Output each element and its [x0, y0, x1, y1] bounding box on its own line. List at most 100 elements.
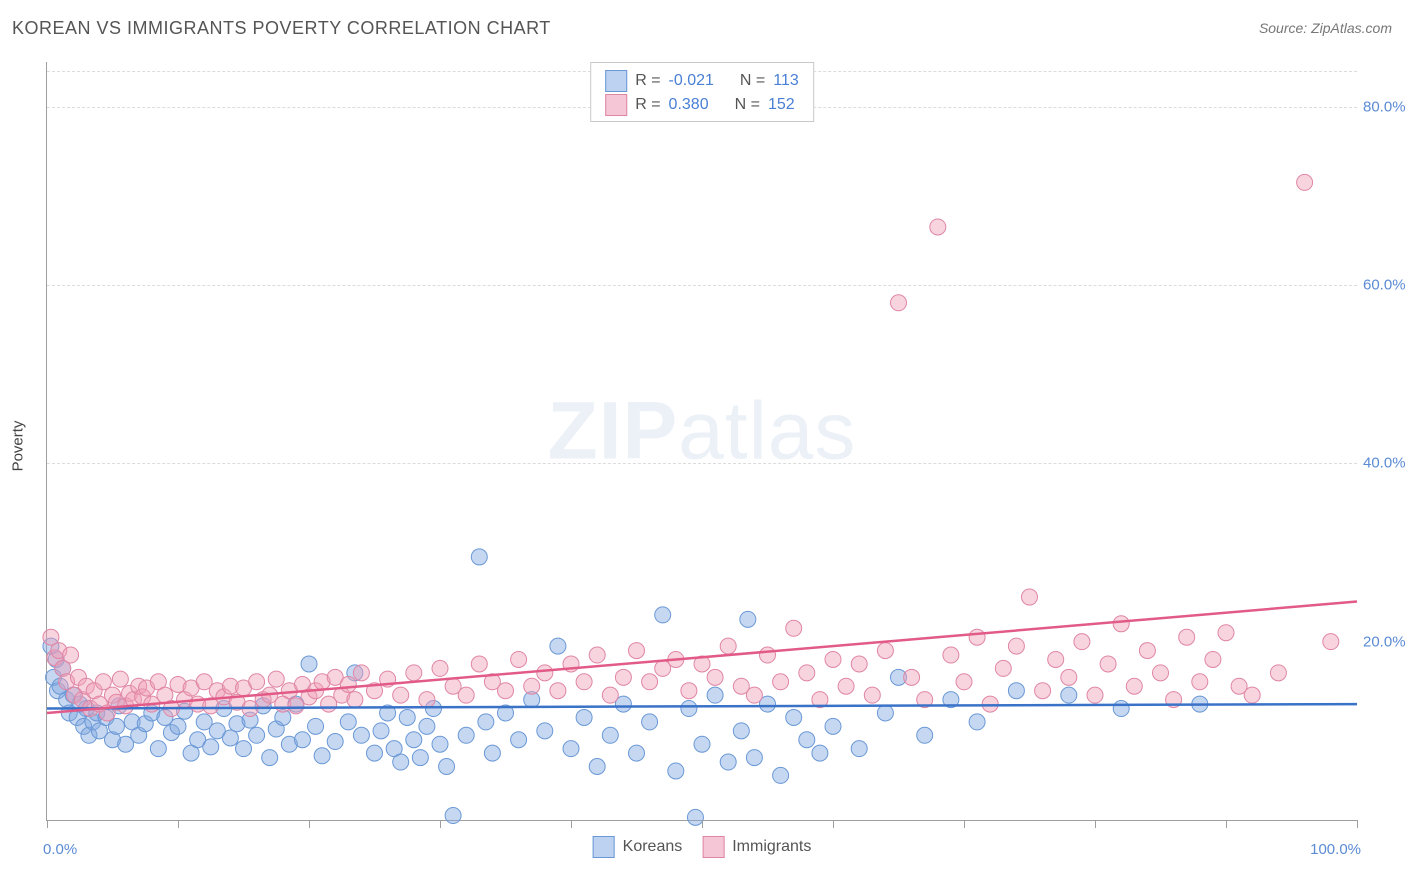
data-point[interactable]	[458, 727, 474, 743]
data-point[interactable]	[1022, 589, 1038, 605]
data-point[interactable]	[353, 665, 369, 681]
data-point[interactable]	[537, 723, 553, 739]
data-point[interactable]	[1008, 683, 1024, 699]
legend-item-immigrants[interactable]: Immigrants	[702, 836, 811, 858]
data-point[interactable]	[1218, 625, 1234, 641]
data-point[interactable]	[799, 732, 815, 748]
data-point[interactable]	[786, 620, 802, 636]
data-point[interactable]	[642, 674, 658, 690]
data-point[interactable]	[1153, 665, 1169, 681]
data-point[interactable]	[419, 718, 435, 734]
data-point[interactable]	[249, 727, 265, 743]
data-point[interactable]	[825, 651, 841, 667]
data-point[interactable]	[877, 705, 893, 721]
data-point[interactable]	[773, 767, 789, 783]
data-point[interactable]	[760, 647, 776, 663]
data-point[interactable]	[995, 660, 1011, 676]
data-point[interactable]	[399, 709, 415, 725]
data-point[interactable]	[170, 718, 186, 734]
data-point[interactable]	[393, 754, 409, 770]
data-point[interactable]	[838, 678, 854, 694]
data-point[interactable]	[943, 647, 959, 663]
data-point[interactable]	[432, 660, 448, 676]
data-point[interactable]	[1179, 629, 1195, 645]
data-point[interactable]	[563, 741, 579, 757]
data-point[interactable]	[262, 750, 278, 766]
data-point[interactable]	[95, 674, 111, 690]
data-point[interactable]	[877, 643, 893, 659]
data-point[interactable]	[746, 750, 762, 766]
data-point[interactable]	[406, 732, 422, 748]
data-point[interactable]	[511, 732, 527, 748]
data-point[interactable]	[864, 687, 880, 703]
data-point[interactable]	[471, 549, 487, 565]
data-point[interactable]	[1100, 656, 1116, 672]
data-point[interactable]	[917, 727, 933, 743]
data-point[interactable]	[314, 748, 330, 764]
data-point[interactable]	[347, 692, 363, 708]
data-point[interactable]	[602, 727, 618, 743]
data-point[interactable]	[694, 736, 710, 752]
data-point[interactable]	[340, 676, 356, 692]
data-point[interactable]	[108, 718, 124, 734]
data-point[interactable]	[412, 750, 428, 766]
data-point[interactable]	[1113, 701, 1129, 717]
data-point[interactable]	[1192, 674, 1208, 690]
data-point[interactable]	[1113, 616, 1129, 632]
data-point[interactable]	[406, 665, 422, 681]
data-point[interactable]	[681, 683, 697, 699]
data-point[interactable]	[773, 674, 789, 690]
data-point[interactable]	[432, 736, 448, 752]
data-point[interactable]	[498, 683, 514, 699]
data-point[interactable]	[812, 745, 828, 761]
data-point[interactable]	[63, 647, 79, 663]
data-point[interactable]	[1061, 687, 1077, 703]
data-point[interactable]	[445, 808, 461, 824]
data-point[interactable]	[629, 745, 645, 761]
data-point[interactable]	[930, 219, 946, 235]
data-point[interactable]	[629, 643, 645, 659]
data-point[interactable]	[904, 669, 920, 685]
data-point[interactable]	[373, 723, 389, 739]
data-point[interactable]	[550, 683, 566, 699]
data-point[interactable]	[301, 656, 317, 672]
data-point[interactable]	[1087, 687, 1103, 703]
data-point[interactable]	[720, 754, 736, 770]
data-point[interactable]	[340, 714, 356, 730]
data-point[interactable]	[439, 758, 455, 774]
data-point[interactable]	[327, 734, 343, 750]
data-point[interactable]	[1008, 638, 1024, 654]
data-point[interactable]	[825, 718, 841, 734]
data-point[interactable]	[602, 687, 618, 703]
data-point[interactable]	[707, 687, 723, 703]
data-point[interactable]	[150, 741, 166, 757]
data-point[interactable]	[353, 727, 369, 743]
data-point[interactable]	[969, 629, 985, 645]
data-point[interactable]	[1323, 634, 1339, 650]
data-point[interactable]	[642, 714, 658, 730]
data-point[interactable]	[471, 656, 487, 672]
data-point[interactable]	[268, 671, 284, 687]
legend-item-koreans[interactable]: Koreans	[593, 836, 683, 858]
data-point[interactable]	[707, 669, 723, 685]
data-point[interactable]	[851, 656, 867, 672]
data-point[interactable]	[956, 674, 972, 690]
data-point[interactable]	[576, 709, 592, 725]
data-point[interactable]	[655, 607, 671, 623]
data-point[interactable]	[1074, 634, 1090, 650]
data-point[interactable]	[733, 723, 749, 739]
data-point[interactable]	[393, 687, 409, 703]
data-point[interactable]	[891, 295, 907, 311]
data-point[interactable]	[1061, 669, 1077, 685]
data-point[interactable]	[589, 647, 605, 663]
data-point[interactable]	[615, 669, 631, 685]
data-point[interactable]	[294, 732, 310, 748]
data-point[interactable]	[668, 763, 684, 779]
data-point[interactable]	[740, 611, 756, 627]
data-point[interactable]	[203, 739, 219, 755]
data-point[interactable]	[1139, 643, 1155, 659]
data-point[interactable]	[681, 701, 697, 717]
data-point[interactable]	[236, 741, 252, 757]
data-point[interactable]	[550, 638, 566, 654]
data-point[interactable]	[1126, 678, 1142, 694]
